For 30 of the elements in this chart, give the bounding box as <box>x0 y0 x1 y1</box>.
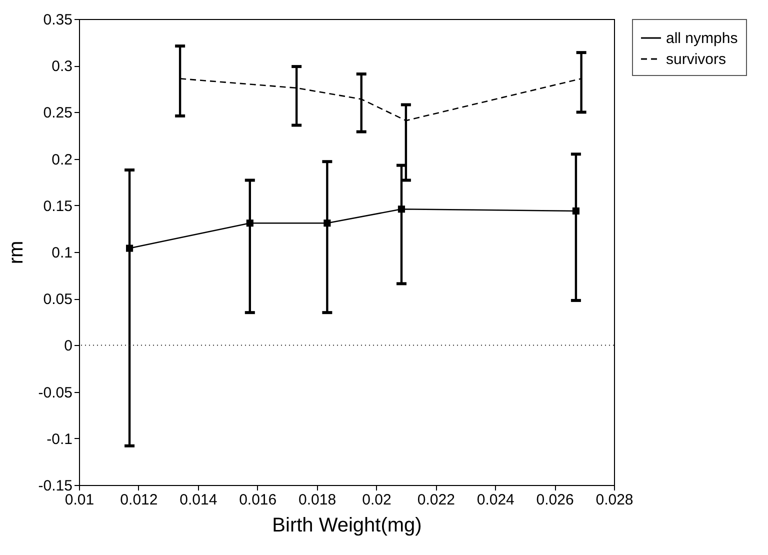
y-tick-label: 0.25 <box>43 104 72 122</box>
y-tick-label: 0.05 <box>43 291 72 308</box>
x-tick-label: 0.014 <box>180 492 218 508</box>
y-tick-label: -0.05 <box>38 384 72 402</box>
x-axis-title: Birth Weight(mg) <box>272 514 422 536</box>
legend-label: survivors <box>666 51 726 68</box>
y-tick-label: 0.3 <box>52 58 72 76</box>
x-tick-label: 0.02 <box>362 492 392 508</box>
x-tick-label: 0.01 <box>64 492 94 508</box>
y-tick-label: 0.15 <box>43 198 72 215</box>
y-tick-label: 0 <box>64 338 72 355</box>
x-tick-label: 0.028 <box>596 492 634 508</box>
x-tick-label: 0.026 <box>536 492 574 508</box>
point <box>126 244 134 252</box>
y-tick-label: -0.1 <box>46 430 72 448</box>
x-tick-label: 0.012 <box>120 492 158 508</box>
point <box>398 206 406 213</box>
y-tick-label: 0.1 <box>52 244 72 262</box>
y-tick-label: 0.2 <box>52 151 72 168</box>
x-tick-label: 0.018 <box>298 492 336 508</box>
y-tick-label: -0.15 <box>38 478 72 494</box>
point <box>246 220 254 227</box>
x-tick-label: 0.022 <box>417 492 455 508</box>
point <box>572 207 580 215</box>
point <box>324 220 331 227</box>
y-axis-title: rm <box>5 240 28 264</box>
legend-label: all nymphs <box>666 30 738 47</box>
y-tick-label: 0.35 <box>43 12 72 28</box>
x-tick-label: 0.024 <box>476 492 514 508</box>
x-tick-label: 0.016 <box>239 492 277 508</box>
